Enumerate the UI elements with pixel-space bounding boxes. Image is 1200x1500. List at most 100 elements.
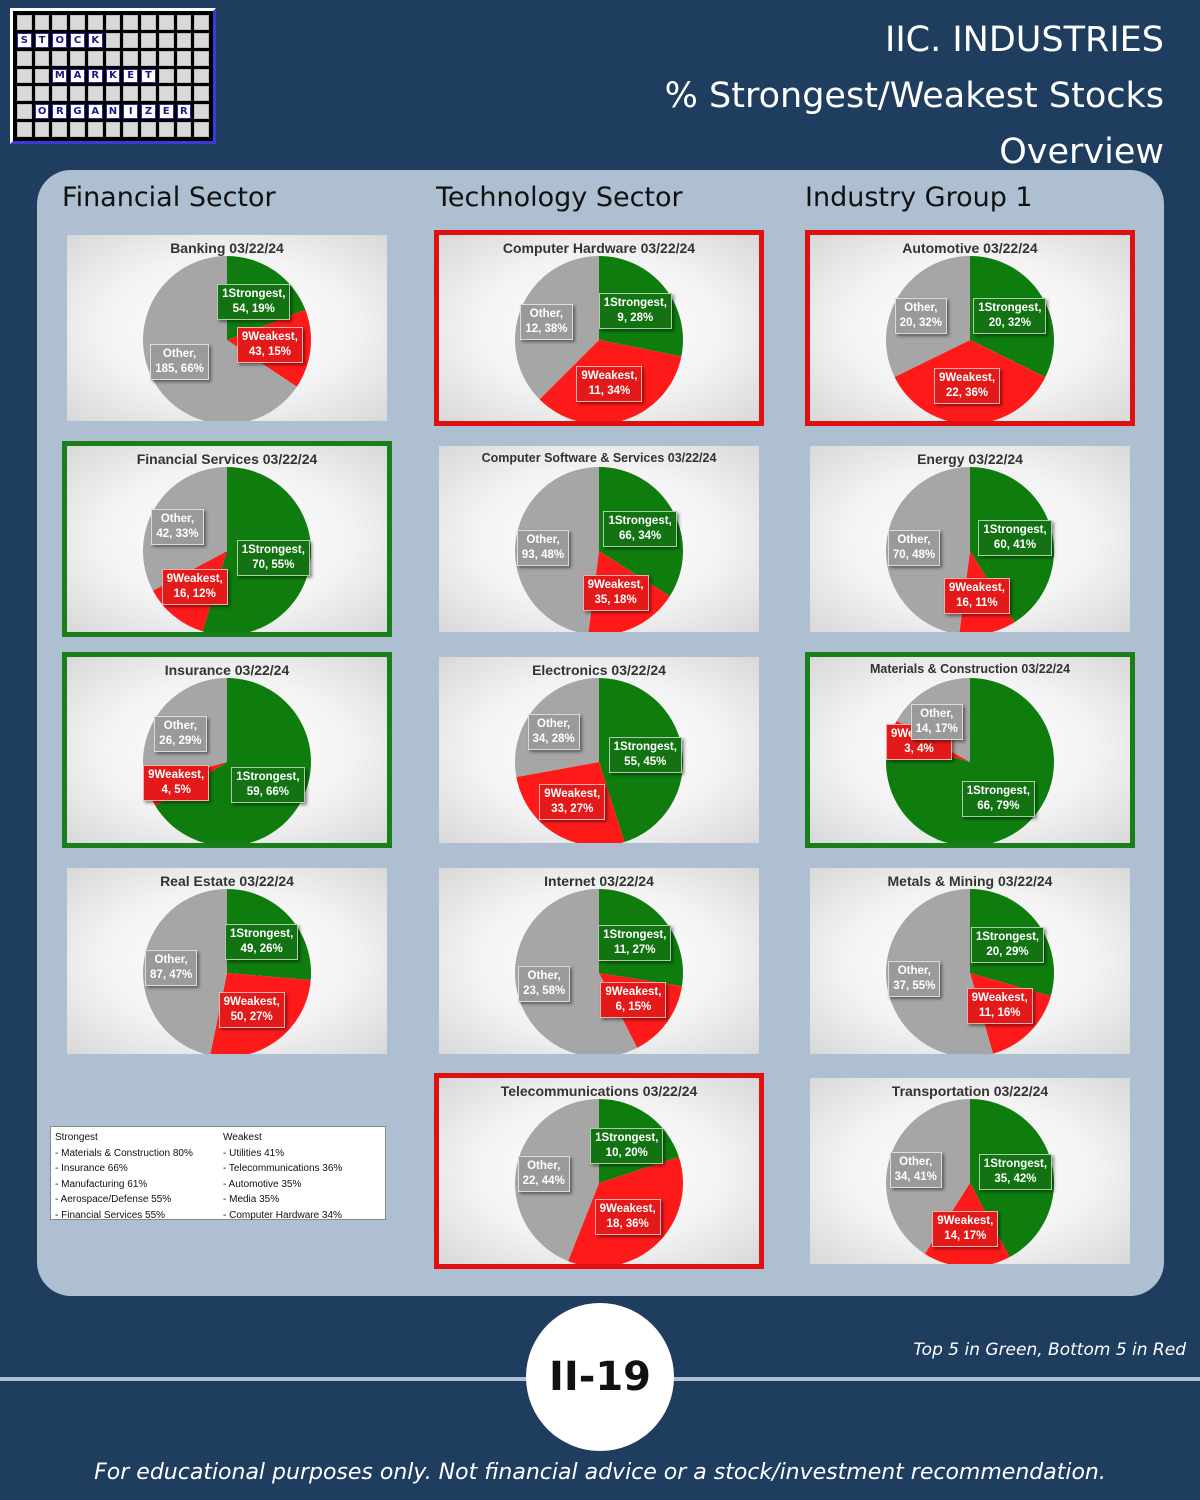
logo-filler-cell [158, 68, 174, 84]
data-label-strongest: 1Strongest, 55, 45% [608, 736, 682, 773]
data-label-value: 20, 32% [899, 316, 942, 329]
strongest-weakest-legend: Strongest - Materials & Construction 80%… [50, 1126, 386, 1223]
chart-title: Telecommunications 03/22/24 [500, 1083, 698, 1099]
data-label-name: 9Weakest, [148, 768, 205, 781]
page-number: II-19 [548, 1354, 652, 1400]
pie-chart-card: Computer Software & Services 03/22/24 1St… [434, 441, 764, 637]
logo-filler-cell [123, 50, 139, 66]
data-label-other: Other, 37, 55% [888, 961, 941, 998]
data-label-name: 9Weakest, [544, 787, 601, 800]
legend-weakest-item: - Telecommunications 36% [223, 1163, 343, 1174]
data-label-other: Other, 34, 28% [527, 714, 580, 751]
legend-strongest-item: - Manufacturing 61% [55, 1178, 148, 1190]
logo-filler-cell [52, 15, 68, 30]
data-label-value: 22, 44% [522, 1175, 565, 1188]
data-label-value: 9, 28% [617, 311, 654, 324]
logo-filler-cell [158, 86, 174, 102]
chart-title: Internet 03/22/24 [544, 873, 654, 889]
data-label-name: 1Strongest, [608, 514, 672, 527]
data-label-name: Other, [163, 719, 198, 732]
title-line-2: % Strongest/Weakest Stocks [664, 76, 1164, 116]
data-label-value: 93, 48% [521, 549, 565, 561]
data-label-name: Other, [537, 718, 571, 731]
logo-letter: O [34, 104, 50, 120]
logo-filler-cell [52, 86, 68, 102]
logo-filler-cell [17, 15, 32, 30]
data-label-name: 1Strongest, [595, 1131, 659, 1144]
data-label-weakest: 9Weakest, 16, 11% [943, 578, 1010, 615]
data-label-name: 1Strongest, [603, 928, 667, 941]
data-label-value: 33, 27% [551, 802, 594, 815]
data-label-weakest: 9Weakest, 11, 34% [576, 366, 643, 403]
data-label-strongest: 1Strongest, 10, 20% [590, 1127, 664, 1164]
logo-letter: K [87, 32, 103, 48]
chart-title: Insurance 03/22/24 [164, 662, 290, 678]
data-label-value: 16, 12% [173, 587, 216, 600]
logo-filler-cell [87, 86, 103, 102]
logo-filler-cell [70, 86, 85, 102]
logo-letter: E [123, 68, 139, 84]
legend-weakest-item: - Computer Hardware 34% [223, 1209, 342, 1221]
legend-weakest-item: - Automotive 35% [223, 1178, 302, 1190]
data-label-name: Other, [527, 969, 561, 982]
data-label-value: 185, 66% [155, 362, 204, 375]
data-label-name: 1Strongest, [978, 301, 1042, 314]
legend-strongest-item: - Materials & Construction 80% [55, 1147, 193, 1159]
chart-title: Computer Software & Services 03/22/24 [481, 451, 717, 465]
data-label-name: 9Weakest, [587, 578, 644, 591]
color-key-note: Top 5 in Green, Bottom 5 in Red [913, 1340, 1186, 1360]
chart-title: Automotive 03/22/24 [902, 240, 1038, 256]
data-label-value: 20, 32% [988, 316, 1031, 329]
data-label-weakest: 9Weakest, 16, 12% [161, 568, 228, 605]
page-number-badge: II-19 [526, 1303, 674, 1451]
logo-filler-cell [17, 122, 32, 137]
data-label-other: Other, 14, 17% [910, 704, 963, 741]
data-label-value: 87, 47% [150, 969, 193, 982]
data-label-other: Other, 93, 48% [516, 530, 570, 566]
page-title: IIC. INDUSTRIES % Strongest/Weakest Stoc… [665, 12, 1164, 180]
data-label-value: 20, 29% [986, 946, 1029, 959]
chart-title: Electronics 03/22/24 [532, 662, 666, 678]
logo-letter: T [34, 32, 50, 48]
data-label-name: 9Weakest, [971, 991, 1028, 1004]
logo-filler-cell [17, 86, 32, 102]
data-label-value: 14, 17% [915, 723, 958, 736]
title-line-1: IIC. INDUSTRIES [885, 20, 1164, 60]
data-label-value: 11, 16% [978, 1006, 1021, 1019]
data-label-name: Other, [160, 513, 195, 526]
data-label-strongest: 1Strongest, 54, 19% [217, 283, 291, 320]
data-label-name: 9Weakest, [948, 582, 1005, 595]
pie-chart-card: Financial Services 03/22/24 1Strongest, 70… [62, 441, 392, 637]
pie-chart-card: Materials & Construction 03/22/24 1Strong… [805, 652, 1135, 848]
data-label-name: Other, [920, 708, 954, 721]
title-line-3: Overview [999, 132, 1164, 172]
data-label-name: 1Strongest, [603, 296, 667, 309]
legend-strongest-item: - Financial Services 55% [55, 1209, 166, 1221]
legend-strongest-column: Strongest - Materials & Construction 80%… [55, 1130, 193, 1223]
chart-title: Banking 03/22/24 [170, 240, 284, 256]
data-label-strongest: 1Strongest, 20, 29% [970, 927, 1045, 964]
pie-chart [515, 889, 683, 1054]
logo-filler-cell [158, 32, 174, 48]
logo-letter: S [17, 32, 32, 48]
logo-filler-cell [141, 15, 156, 30]
logo-filler-cell [141, 122, 156, 137]
logo-filler-cell [194, 86, 209, 102]
pie-chart-card: Metals & Mining 03/22/24 1Strongest, 20, 2… [805, 863, 1135, 1059]
logo-letter: R [52, 104, 68, 120]
logo-letter: A [87, 104, 103, 120]
data-label-strongest: 1Strongest, 66, 79% [961, 780, 1035, 817]
data-label-other: Other, 34, 41% [889, 1152, 942, 1189]
data-label-value: 55, 45% [624, 755, 667, 768]
logo-filler-cell [105, 86, 121, 102]
data-label-value: 35, 42% [994, 1172, 1037, 1185]
data-label-weakest: 9Weakest, 22, 36% [934, 368, 1001, 405]
column-heading-financial: Financial Sector [62, 182, 276, 213]
legend-weakest-item: - Media 35% [223, 1194, 280, 1205]
logo-filler-cell [141, 86, 156, 102]
logo-letter: K [105, 68, 121, 84]
data-label-strongest: 1Strongest, 70, 55% [236, 539, 310, 576]
data-label-weakest: 9Weakest, 6, 15% [600, 982, 667, 1019]
data-label-other: Other, 26, 29% [154, 715, 207, 752]
